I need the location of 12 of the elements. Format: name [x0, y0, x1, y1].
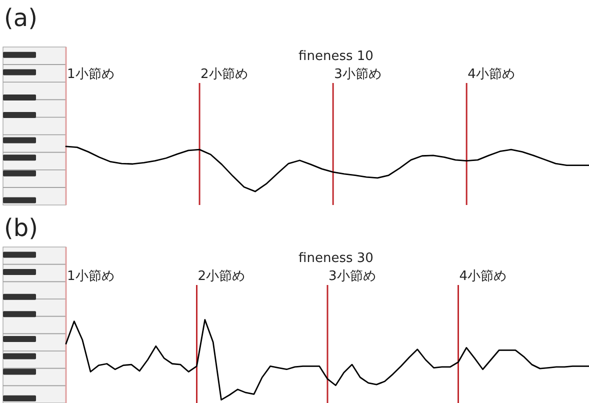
text: 1小節め	[67, 269, 114, 284]
text: (b)	[4, 214, 38, 242]
text: 4小節め	[459, 269, 507, 284]
text: 3小節め	[328, 269, 376, 284]
text: (a)	[4, 4, 38, 32]
text: 2小節め	[200, 67, 248, 82]
chart-title: fineness 30	[298, 251, 374, 266]
text: 4小節め	[468, 67, 515, 82]
text: 3小節め	[334, 67, 382, 82]
text: 1小節め	[67, 67, 114, 82]
text: 2小節め	[198, 269, 246, 284]
chart-title: fineness 10	[298, 49, 374, 64]
